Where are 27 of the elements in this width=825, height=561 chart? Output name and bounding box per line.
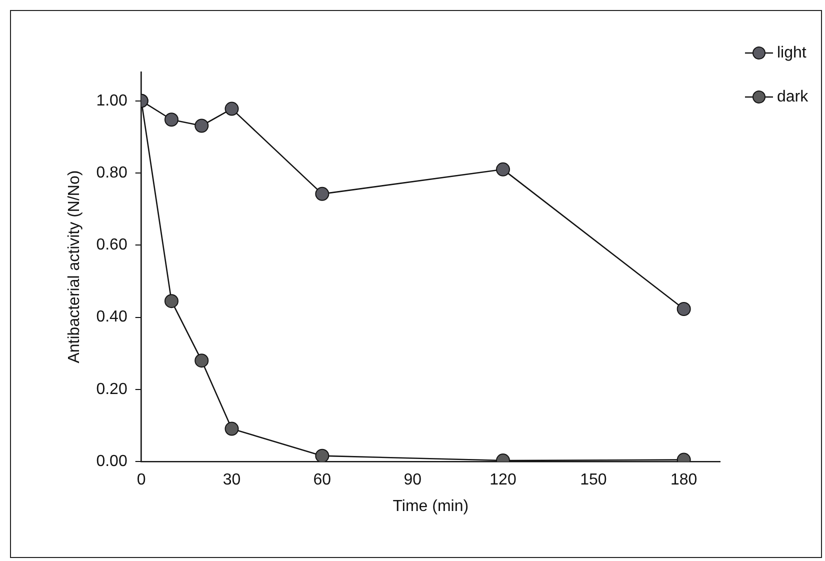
x-tick-label: 90 <box>404 472 422 489</box>
y-tick-label: 0.00 <box>96 453 128 470</box>
y-axis-title: Antibacterial activity (N/No) <box>66 170 84 364</box>
point <box>164 294 178 308</box>
y-tick-label: 0.20 <box>96 380 128 398</box>
x-tick-label: 60 <box>313 472 332 489</box>
y-tick-label: 1.00 <box>96 92 128 110</box>
x-tick-label: 150 <box>580 472 607 489</box>
y-tick-label: 0.40 <box>96 308 128 326</box>
legend-label: light <box>777 44 807 62</box>
point <box>194 354 209 368</box>
x-tick-label: 30 <box>222 472 241 489</box>
point <box>224 422 239 436</box>
point <box>224 102 239 116</box>
point <box>676 302 691 316</box>
x-tick-label: 180 <box>670 472 698 489</box>
x-axis-title: Time (min) <box>392 498 469 515</box>
x-tick-label: 0 <box>136 472 146 489</box>
point <box>496 162 510 176</box>
point <box>194 118 209 133</box>
point <box>164 112 178 127</box>
point <box>315 448 330 462</box>
x-tick-label: 120 <box>490 472 516 489</box>
legend-label: dark <box>777 88 810 106</box>
y-tick-label: 0.80 <box>96 164 128 182</box>
point <box>315 186 330 201</box>
y-tick-label: 0.60 <box>96 236 128 254</box>
